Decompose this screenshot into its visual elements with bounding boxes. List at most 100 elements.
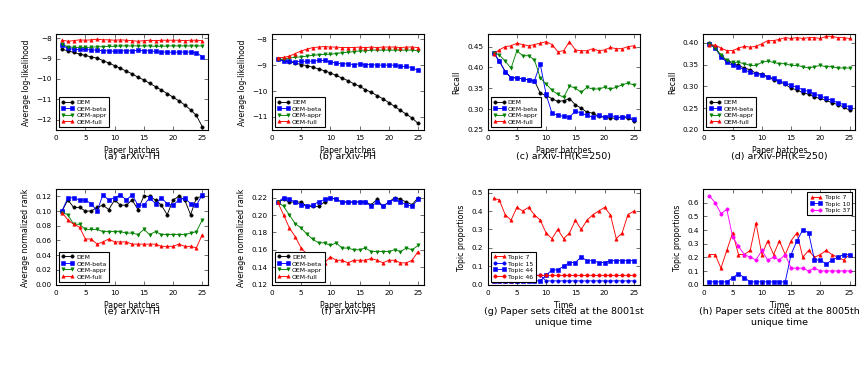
OEM-beta <box>197 193 207 197</box>
DEM <box>191 196 201 200</box>
DEM <box>401 112 411 117</box>
OEM-full <box>833 36 843 41</box>
Topic 7 <box>611 237 621 241</box>
OEM-full <box>74 225 85 230</box>
OEM-full <box>407 45 417 50</box>
Topic 37 <box>763 258 773 262</box>
Topic 46 <box>535 273 545 278</box>
Topic 37 <box>774 258 785 262</box>
OEM-beta <box>115 49 125 54</box>
DEM <box>833 103 843 107</box>
Topic 7 <box>715 266 726 270</box>
DEM <box>384 101 394 105</box>
OEM-appr <box>331 241 341 245</box>
OEM-beta <box>553 114 563 118</box>
OEM-appr <box>530 58 540 62</box>
OEM-full <box>337 258 347 262</box>
OEM-appr <box>564 84 575 89</box>
OEM-beta <box>86 202 97 206</box>
OEM-full <box>296 49 307 54</box>
OEM-full <box>343 46 353 50</box>
DEM <box>348 200 359 204</box>
Topic 44 <box>581 259 592 263</box>
OEM-beta <box>144 196 155 200</box>
DEM <box>325 196 335 200</box>
OEM-beta <box>721 61 732 65</box>
DEM <box>570 103 581 107</box>
Topic 10 <box>821 262 831 266</box>
Topic 15 <box>547 279 557 283</box>
OEM-beta <box>127 193 137 197</box>
Topic 7 <box>763 239 773 243</box>
OEM-appr <box>174 44 184 49</box>
DEM <box>150 198 161 203</box>
OEM-beta <box>74 198 85 203</box>
Topic 37 <box>739 253 749 257</box>
Topic 10 <box>710 280 721 284</box>
OEM-beta <box>272 200 283 204</box>
OEM-beta <box>191 51 201 55</box>
Topic 44 <box>524 279 534 283</box>
OEM-beta <box>302 59 312 64</box>
OEM-appr <box>390 49 400 53</box>
OEM-appr <box>144 233 155 237</box>
OEM-full <box>138 39 149 43</box>
OEM-appr <box>191 230 201 234</box>
Topic 7 <box>617 231 627 235</box>
OEM-beta <box>588 115 598 120</box>
OEM-beta <box>378 204 388 209</box>
OEM-beta <box>844 105 854 110</box>
Topic 37 <box>768 255 778 260</box>
OEM-full <box>180 39 190 43</box>
OEM-appr <box>396 250 406 254</box>
Line: OEM-appr: OEM-appr <box>276 49 420 62</box>
Topic 7 <box>623 213 633 217</box>
OEM-appr <box>360 246 371 250</box>
OEM-beta <box>337 200 347 204</box>
OEM-appr <box>68 46 79 50</box>
OEM-full <box>74 38 85 43</box>
Y-axis label: Recall: Recall <box>668 71 677 94</box>
OEM-appr <box>186 44 196 49</box>
OEM-appr <box>710 46 721 51</box>
OEM-beta <box>511 76 522 80</box>
Topic 46 <box>524 273 534 278</box>
Topic 37 <box>715 212 726 216</box>
OEM-appr <box>378 49 388 53</box>
OEM-full <box>191 39 201 43</box>
Topic 37 <box>780 253 791 257</box>
OEM-full <box>92 242 102 246</box>
OEM-beta <box>68 48 79 52</box>
DEM <box>413 196 423 200</box>
OEM-beta <box>127 49 137 54</box>
OEM-full <box>581 49 592 53</box>
DEM <box>343 200 353 204</box>
Topic 7 <box>505 218 516 223</box>
OEM-beta <box>186 50 196 55</box>
OEM-beta <box>804 90 814 94</box>
DEM <box>594 115 604 119</box>
OEM-appr <box>133 233 143 237</box>
OEM-beta <box>174 50 184 55</box>
Text: (g) Paper sets cited at the 8001st
unique time: (g) Paper sets cited at the 8001st uniqu… <box>484 307 644 326</box>
OEM-appr <box>366 250 377 254</box>
DEM <box>331 74 341 78</box>
DEM <box>302 204 312 209</box>
DEM <box>115 203 125 208</box>
DEM <box>605 116 615 121</box>
Topic 10 <box>774 280 785 284</box>
DEM <box>162 213 173 217</box>
Topic 44 <box>494 279 505 283</box>
Topic 10 <box>751 280 761 284</box>
OEM-full <box>558 49 569 53</box>
OEM-beta <box>104 49 114 54</box>
OEM-appr <box>407 248 417 252</box>
Topic 15 <box>564 279 575 283</box>
OEM-beta <box>815 94 825 99</box>
DEM <box>98 203 108 208</box>
DEM <box>121 203 131 208</box>
OEM-appr <box>63 45 73 49</box>
OEM-full <box>797 37 808 41</box>
OEM-appr <box>617 83 627 88</box>
Legend: DEM, OEM-beta, OEM-appr, OEM-full: DEM, OEM-beta, OEM-appr, OEM-full <box>60 97 109 127</box>
